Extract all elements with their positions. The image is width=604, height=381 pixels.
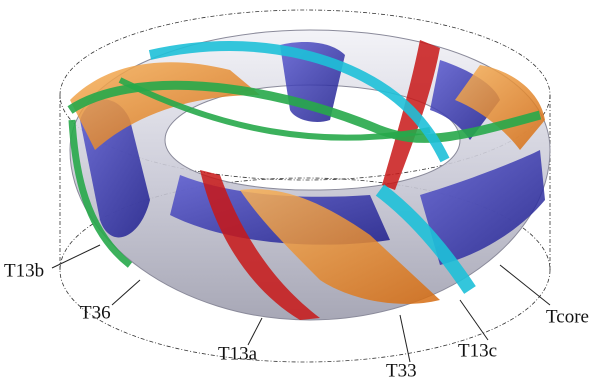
label: Tcore xyxy=(546,306,589,327)
label: T33 xyxy=(386,360,417,381)
label: T13a xyxy=(218,343,258,364)
figure: T13b T36 T13a T33 T13c Tcore xyxy=(0,0,604,381)
page: {"labels": ["T13b", "T36", "T13a", "T33"… xyxy=(0,0,604,381)
label: T36 xyxy=(80,302,111,323)
label: T13b xyxy=(4,260,44,281)
label: T13c xyxy=(458,340,497,361)
